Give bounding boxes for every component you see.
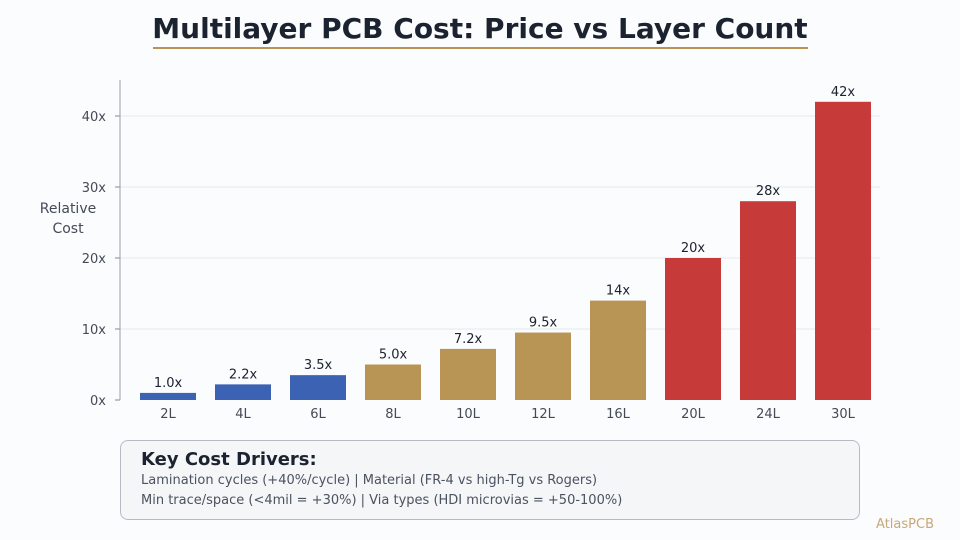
x-tick-label: 24L: [756, 407, 781, 422]
bar-8L: [365, 364, 421, 400]
bars: [140, 101, 871, 401]
data-label: 2.2x: [229, 367, 258, 382]
labels: 0x 10x 20x 30x 40x 1.0x 2L 2.2x 4L 3.5x 6L 5.0x 8L 7.…: [82, 85, 856, 422]
data-label: 20x: [681, 241, 706, 256]
x-tick-label: 8L: [385, 407, 401, 422]
y-tick-label: 40x: [82, 110, 107, 125]
bar-30L: [815, 101, 871, 401]
bar-24L: [740, 201, 796, 400]
data-label: 3.5x: [304, 358, 333, 373]
brand-watermark: AtlasPCB: [876, 517, 934, 532]
drivers-title: Key Cost Drivers:: [141, 449, 317, 470]
x-tick-label: 4L: [235, 407, 251, 422]
bar-12L: [515, 332, 571, 400]
data-label: 14x: [606, 284, 631, 299]
x-tick-label: 10L: [456, 407, 481, 422]
drivers-line-1: Lamination cycles (+40%/cycle) | Materia…: [141, 473, 598, 488]
bar-chart: 0x 10x 20x 30x 40x 1.0x 2L 2.2x 4L 3.5x 6L 5.0x 8L 7.…: [82, 80, 880, 422]
bar-4L: [215, 384, 271, 400]
data-label: 5.0x: [379, 348, 408, 363]
bar-10L: [440, 348, 496, 400]
y-tick-label: 30x: [82, 181, 107, 196]
key-cost-drivers-panel: Key Cost Drivers: Lamination cycles (+40…: [120, 440, 860, 520]
y-tick-label: 10x: [82, 323, 107, 338]
title-underline: [153, 47, 808, 49]
bar-20L: [665, 258, 721, 400]
x-tick-label: 2L: [160, 407, 176, 422]
x-tick-label: 20L: [681, 407, 706, 422]
x-tick-label: 6L: [310, 407, 326, 422]
y-axis-label-text: Relative Cost: [39, 201, 97, 237]
bar-2L: [140, 392, 196, 400]
bar-6L: [290, 375, 346, 400]
chart-title: Multilayer PCB Cost: Price vs Layer Coun…: [152, 12, 808, 45]
y-tick-label: 20x: [82, 252, 107, 267]
data-label: 9.5x: [529, 316, 558, 331]
data-label: 7.2x: [454, 332, 483, 347]
data-label: 1.0x: [154, 376, 183, 391]
y-axis-label: Relative Cost: [30, 199, 106, 239]
x-tick-label: 12L: [531, 407, 556, 422]
x-tick-label: 30L: [831, 407, 856, 422]
drivers-line-2: Min trace/space (<4mil = +30%) | Via typ…: [141, 493, 623, 508]
bar-16L: [590, 300, 646, 400]
y-tick-label: 0x: [90, 394, 106, 409]
data-label: 42x: [831, 85, 856, 100]
axes: [115, 80, 121, 401]
data-label: 28x: [756, 184, 781, 199]
x-tick-label: 16L: [606, 407, 631, 422]
